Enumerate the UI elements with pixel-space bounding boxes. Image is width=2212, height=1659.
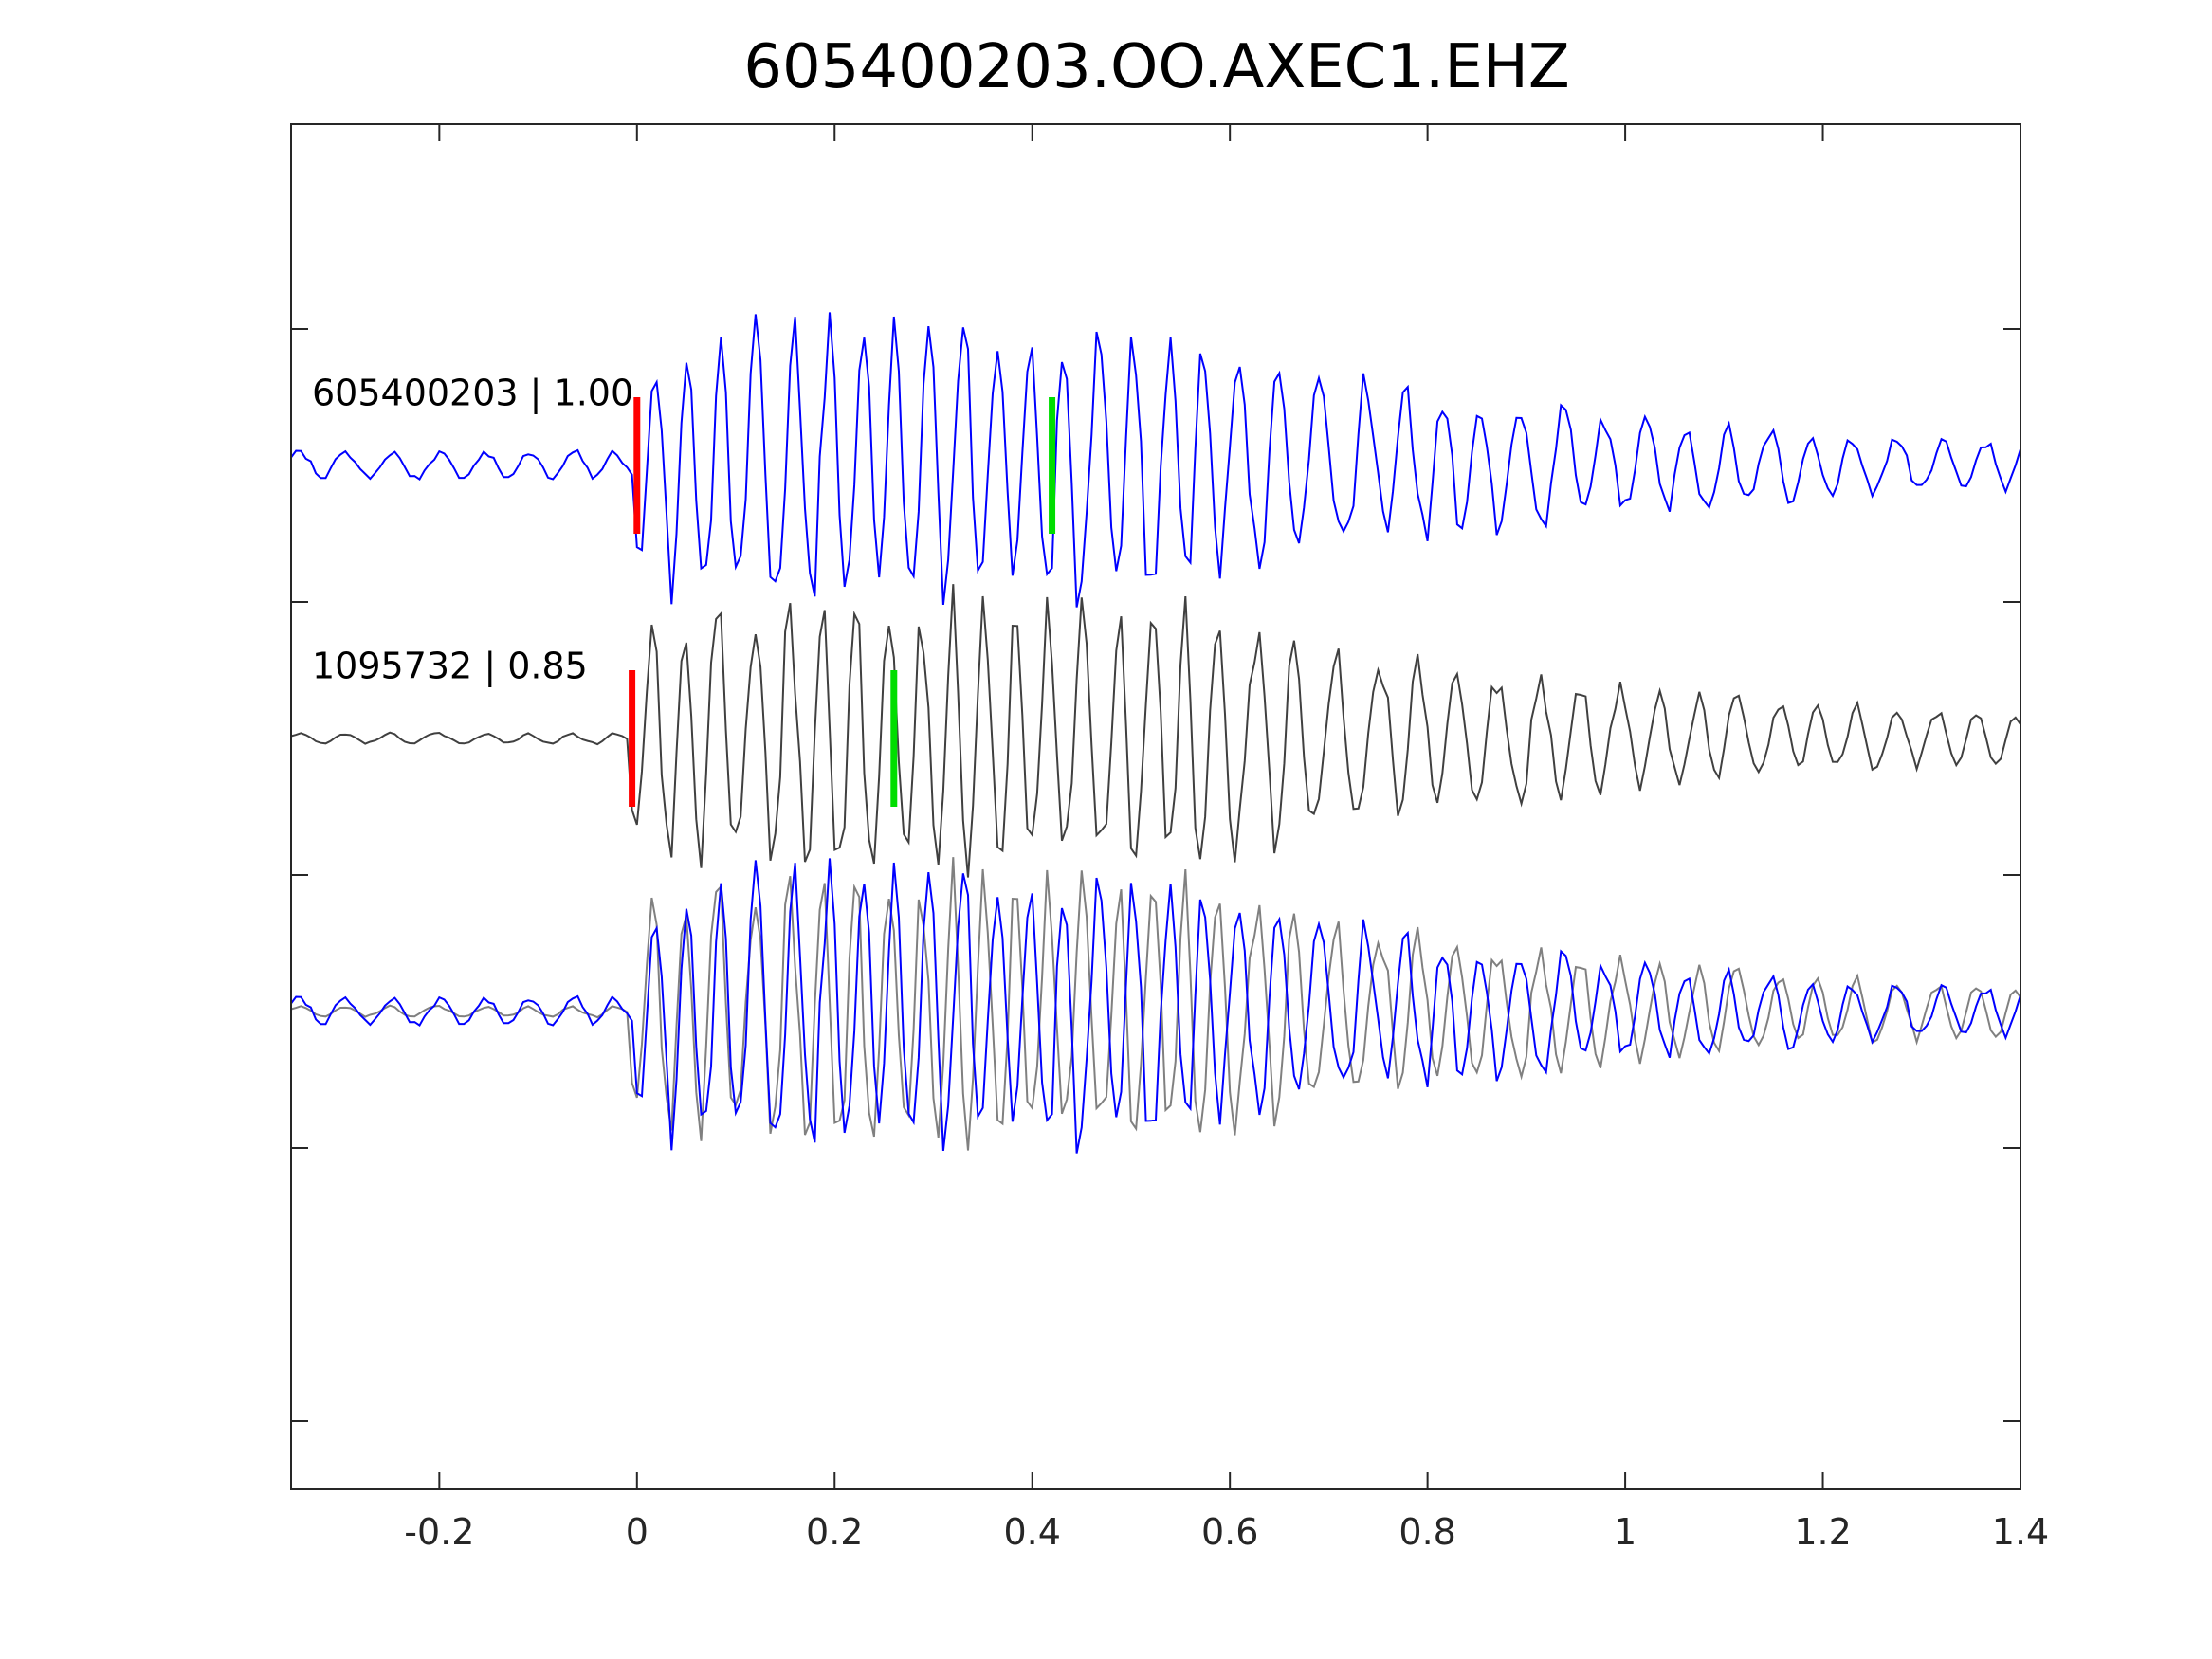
- x-tick-label-5: 0.8: [1398, 1511, 1455, 1553]
- plot-area: [290, 312, 2021, 1154]
- x-tick-label-0: -0.2: [404, 1511, 474, 1553]
- x-tick-label-8: 1.4: [1992, 1511, 2049, 1553]
- trace-labels: 605400203 | 1.00 1095732 | 0.85: [312, 373, 633, 688]
- x-tick-label-3: 0.4: [1003, 1511, 1060, 1553]
- series-line-605400203: [290, 312, 2021, 608]
- x-tick-label-7: 1.2: [1794, 1511, 1851, 1553]
- overlay-line-1095732: [290, 857, 2021, 1151]
- axis-ticks: -0.2 0 0.2 0.4 0.6 0.8 1 1.2 1.4: [291, 124, 2049, 1553]
- trace-label-1: 1095732 | 0.85: [312, 646, 588, 688]
- x-tick-label-2: 0.2: [806, 1511, 863, 1553]
- chart-title: 605400203.OO.AXEC1.EHZ: [743, 32, 1570, 102]
- overlay-line-605400203: [290, 858, 2021, 1154]
- trace-label-0: 605400203 | 1.00: [312, 373, 633, 415]
- x-tick-label-4: 0.6: [1201, 1511, 1258, 1553]
- x-tick-label-1: 0: [626, 1511, 649, 1553]
- x-tick-label-6: 1: [1614, 1511, 1636, 1553]
- axes-frame: [290, 123, 2021, 1490]
- series-line-1095732: [290, 584, 2021, 878]
